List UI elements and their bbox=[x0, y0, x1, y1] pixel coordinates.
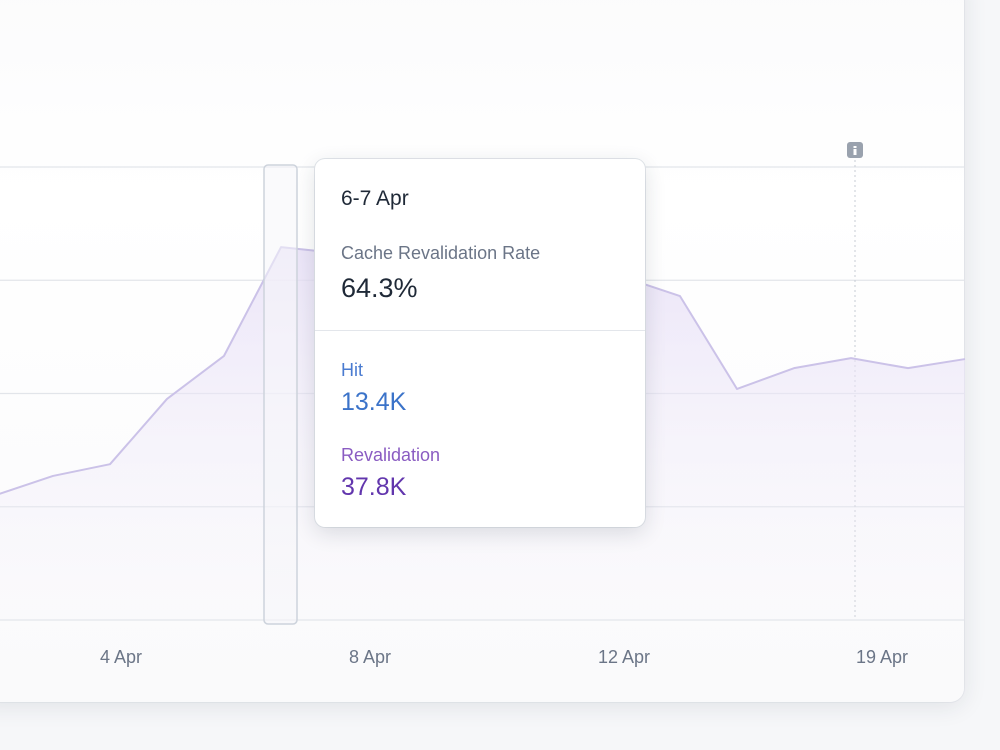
tooltip-date: 6-7 Apr bbox=[341, 187, 409, 210]
item-value: 37.8K bbox=[341, 473, 407, 501]
info-dot bbox=[853, 146, 857, 148]
hover-band bbox=[263, 164, 298, 625]
item-name: Revalidation bbox=[341, 445, 441, 465]
x-label: 8 Apr bbox=[348, 647, 392, 667]
tooltip: 6-7 Apr Cache Revalidation Rate 64.3% Hi… bbox=[315, 159, 645, 527]
divider bbox=[315, 330, 645, 331]
x-label: 12 Apr bbox=[597, 647, 651, 667]
item-name: Hit bbox=[341, 360, 363, 380]
x-label: 4 Apr bbox=[99, 647, 143, 667]
info-stem bbox=[853, 149, 857, 155]
metric-label: Cache Revalidation Rate bbox=[341, 243, 541, 263]
metric-value: 64.3% bbox=[341, 273, 418, 303]
item-value: 13.4K bbox=[341, 388, 407, 416]
x-label: 19 Apr bbox=[855, 647, 909, 667]
